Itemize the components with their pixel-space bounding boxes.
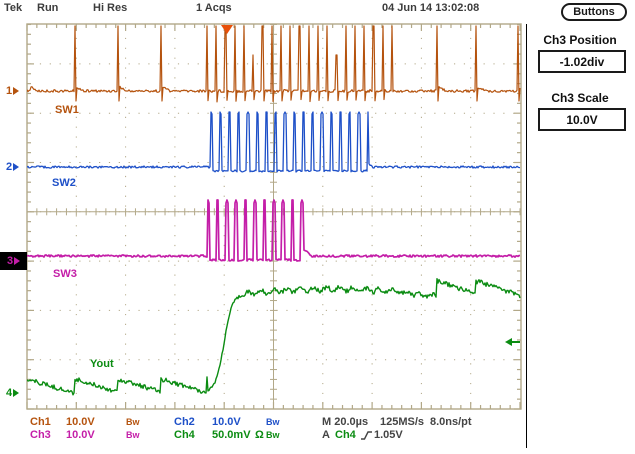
ch3-position-label: Ch3 Position <box>543 33 617 47</box>
ch3-position-marker-selected: 3 <box>0 252 27 270</box>
acquisition-state: Run <box>37 2 59 14</box>
trigger-prefix: A <box>322 429 330 441</box>
ch4-position-marker: 4 <box>6 386 20 400</box>
ch4-impedance-badge: Ω <box>255 429 264 441</box>
trigger-source-readout: Ch4 <box>335 429 356 441</box>
arrow-right-icon <box>14 257 21 265</box>
ch2-readout-name: Ch2 <box>174 416 195 428</box>
ch1-readout-name: Ch1 <box>30 416 51 428</box>
trace-label-sw2: SW2 <box>52 177 76 189</box>
ch4-readout-scale: 50.0mV <box>212 429 251 441</box>
ch1-position-marker: 1 <box>6 84 20 98</box>
ch4-bandwidth-badge: Bw <box>266 430 280 440</box>
trigger-slope-icon <box>361 430 372 444</box>
ch3-bandwidth-badge: Bw <box>126 430 140 440</box>
ch2-position-marker: 2 <box>6 160 20 174</box>
datetime: 04 Jun 14 13:02:08 <box>382 2 480 14</box>
trigger-position-icon <box>221 25 233 34</box>
timebase-readout: M 20.0µs <box>322 416 369 428</box>
arrow-right-icon <box>13 389 20 397</box>
resolution-readout: 8.0ns/pt <box>430 416 472 428</box>
ch3-readout-name: Ch3 <box>30 429 51 441</box>
trace-label-sw3: SW3 <box>53 268 77 280</box>
brand-logo: Tek <box>4 2 23 14</box>
ch1-readout-scale: 10.0V <box>66 416 95 428</box>
sample-rate-readout: 125MS/s <box>380 416 425 428</box>
arrow-right-icon <box>13 87 20 95</box>
ch2-readout-scale: 10.0V <box>212 416 241 428</box>
buttons-button[interactable]: Buttons <box>561 3 627 21</box>
acquisition-count: 1 Acqs <box>196 2 232 14</box>
trigger-level-readout: 1.05V <box>374 429 403 441</box>
ch3-readout-scale: 10.0V <box>66 429 95 441</box>
ch3-scale-value[interactable]: 10.0V <box>538 108 626 131</box>
ch1-bandwidth-badge: Bw <box>126 417 140 427</box>
panel-divider <box>526 24 527 448</box>
trace-label-yout: Yout <box>90 358 114 370</box>
acquisition-mode: Hi Res <box>93 2 128 14</box>
arrow-right-icon <box>13 163 20 171</box>
trace-label-sw1: SW1 <box>55 104 79 116</box>
ch4-readout-name: Ch4 <box>174 429 195 441</box>
ch2-bandwidth-badge: Bw <box>266 417 280 427</box>
ch3-scale-label: Ch3 Scale <box>551 91 609 105</box>
ch3-position-value[interactable]: -1.02div <box>538 50 626 73</box>
